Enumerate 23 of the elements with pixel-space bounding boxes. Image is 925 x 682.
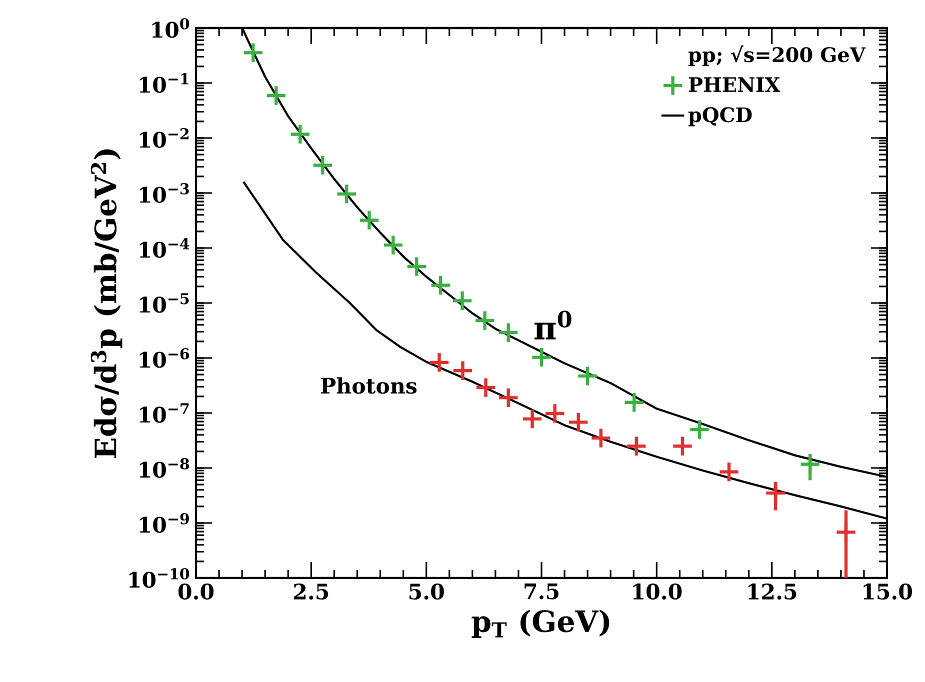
legend-label: PHENIX	[688, 77, 780, 92]
y-tick-label: 10$^{0}$	[152, 18, 190, 38]
annotation: Photons	[321, 377, 417, 394]
x-tick-label: 5.0	[410, 584, 444, 600]
y-tick-label: 10$^{−7}$	[140, 403, 189, 423]
legend-label: pQCD	[688, 107, 752, 126]
y-tick-label: 10$^{−8}$	[140, 458, 190, 478]
y-tick-label: 10$^{−3}$	[140, 183, 189, 203]
y-tick-label: 10$^{−2}$	[140, 128, 188, 148]
y-tick-label: 10$^{−1}$	[140, 73, 188, 93]
y-tick-label: 10$^{−5}$	[140, 293, 189, 313]
x-tick-label: 15.0	[864, 584, 912, 600]
legend-title: pp; √s=200 GeV	[688, 45, 866, 66]
y-tick-label: 10$^{−4}$	[140, 238, 190, 258]
x-axis-title: p$_{T}$ (GeV)	[472, 610, 610, 638]
y-tick-label: 10$^{−6}$	[140, 348, 190, 368]
x-tick-label: 2.5	[294, 584, 328, 600]
x-tick-label: 12.5	[748, 584, 796, 600]
y-tick-label: 10$^{−9}$	[140, 513, 189, 533]
annotation: π$^{0}$	[534, 310, 572, 340]
y-axis-title: Edσ/d$^{3}$p (mb/GeV$^{2}$)	[90, 149, 122, 458]
x-tick-label: 7.5	[524, 584, 558, 600]
x-tick-label: 10.0	[633, 584, 682, 600]
